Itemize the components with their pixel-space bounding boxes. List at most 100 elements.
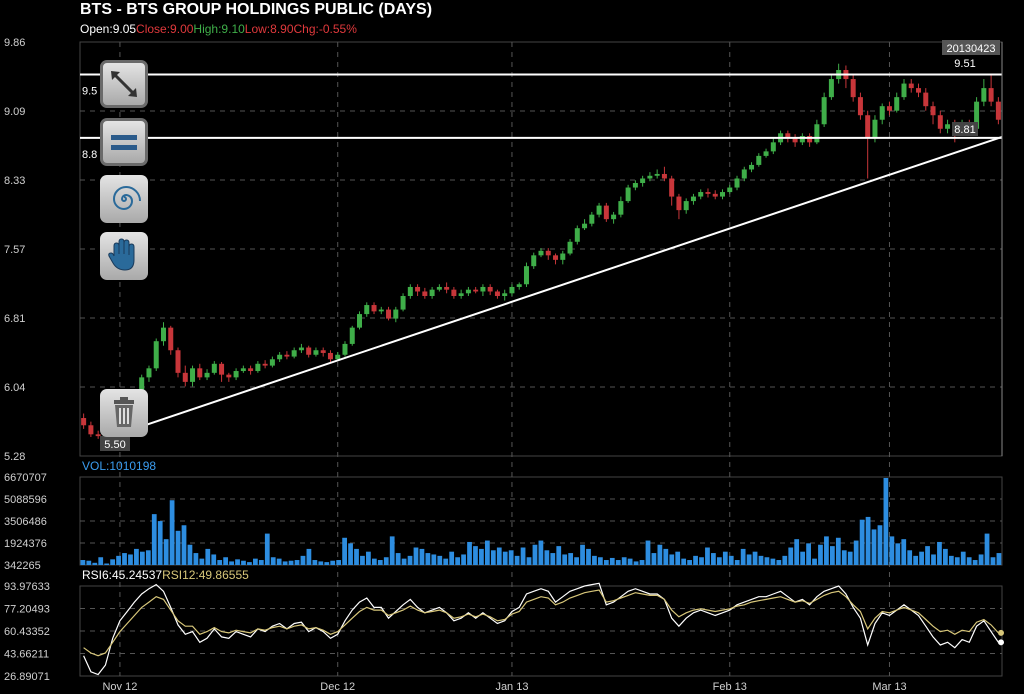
candle-body	[894, 97, 900, 111]
volume-bar	[901, 539, 907, 565]
candle-body	[560, 253, 566, 260]
volume-bar	[859, 519, 865, 565]
candle-body	[458, 293, 464, 297]
volume-bar	[223, 557, 229, 565]
volume-bar	[913, 555, 919, 565]
rsi-series-line	[83, 582, 999, 676]
start-price-label: 5.50	[104, 439, 125, 451]
rsi12-label: RSI12:49.86555	[162, 568, 249, 582]
candle-body	[342, 343, 348, 355]
candle-body	[698, 192, 704, 197]
candle-body	[799, 136, 805, 143]
volume-bar	[592, 555, 597, 565]
y-tick-label: 9.86	[4, 37, 25, 49]
change-value: Chg:-0.55%	[293, 22, 357, 36]
volume-bar	[871, 529, 877, 565]
volume-bar	[889, 536, 895, 565]
volume-bar	[621, 557, 627, 565]
y-tick-label: 9.09	[4, 106, 25, 118]
fibonacci-tool-button[interactable]	[100, 175, 148, 223]
candle-body	[269, 359, 275, 366]
candle-body	[807, 136, 813, 143]
candle-body	[770, 142, 776, 152]
volume-bar	[693, 555, 698, 565]
volume-bar	[788, 547, 794, 565]
volume-bar	[663, 548, 669, 565]
candle-body	[640, 178, 646, 184]
volume-bar	[681, 558, 687, 565]
candle-body	[81, 418, 87, 426]
date-label: 20130423	[947, 43, 996, 55]
parallel-lines-tool-button[interactable]	[100, 118, 148, 166]
trash-icon	[114, 397, 134, 427]
volume-bar	[645, 540, 651, 565]
candle-body	[494, 291, 500, 297]
volume-bar	[336, 560, 342, 565]
candle-body	[465, 289, 471, 294]
volume-bar	[966, 557, 972, 565]
line-draw-icon	[111, 71, 137, 97]
candle-body	[153, 341, 159, 369]
line-draw-tool-button[interactable]	[100, 60, 148, 108]
candle-body	[291, 350, 297, 357]
volume-bar	[562, 554, 568, 565]
volume-bar	[687, 560, 692, 565]
candle-body	[727, 187, 733, 193]
candle-body	[95, 434, 101, 437]
volume-bar	[829, 546, 835, 565]
candle-body	[219, 363, 225, 375]
volume-bar	[609, 557, 615, 565]
rsi-legend: RSI6:45.24537RSI12:49.86555	[82, 568, 249, 582]
volume-bar	[163, 539, 169, 565]
volume-bar	[145, 550, 151, 565]
candle-body	[509, 286, 515, 294]
candle-body	[255, 363, 261, 372]
volume-bar	[556, 546, 562, 565]
volume-bar	[752, 551, 758, 565]
candle-body	[741, 169, 747, 179]
candle-body	[407, 286, 413, 297]
volume-bar	[473, 546, 478, 565]
x-tick-label: Nov 12	[102, 681, 137, 693]
y-tick-label: 6670707	[4, 472, 47, 484]
candle-body	[190, 368, 196, 382]
volume-bar	[746, 554, 752, 565]
volume-bar	[348, 543, 353, 565]
candle-body	[734, 178, 740, 188]
y-tick-label: 6.04	[4, 382, 25, 394]
volume-bar	[657, 544, 663, 565]
candle-body	[277, 354, 283, 360]
candle-body	[611, 214, 617, 220]
volume-bar	[199, 558, 205, 565]
candle-body	[175, 350, 181, 373]
volume-bar	[139, 551, 145, 565]
volume-bar	[728, 555, 734, 565]
y-tick-label: 60.43352	[4, 626, 50, 638]
volume-bar	[627, 558, 633, 565]
volume-bar	[770, 558, 776, 565]
volume-bar	[282, 561, 288, 565]
candle-body	[574, 228, 580, 242]
candle-body	[160, 327, 166, 342]
volume-bar	[253, 558, 258, 565]
delete-tool-button[interactable]	[100, 389, 148, 437]
start-price-box	[100, 436, 130, 451]
volume-bar	[764, 557, 770, 565]
candle-body	[262, 363, 268, 366]
volume-bar	[211, 554, 217, 565]
volume-bar	[734, 560, 740, 565]
candle-body	[908, 83, 914, 89]
volume-bar	[544, 550, 550, 565]
candle-body	[625, 187, 631, 202]
volume-bar	[877, 525, 883, 565]
candle-body	[516, 284, 522, 287]
candle-body	[712, 193, 718, 197]
volume-bar	[818, 544, 823, 565]
candle-body	[930, 106, 936, 116]
volume-bar	[984, 533, 990, 565]
pan-tool-button[interactable]	[100, 232, 148, 280]
candle-body	[88, 425, 94, 435]
candle-body	[756, 155, 762, 165]
candle-body	[582, 223, 588, 229]
